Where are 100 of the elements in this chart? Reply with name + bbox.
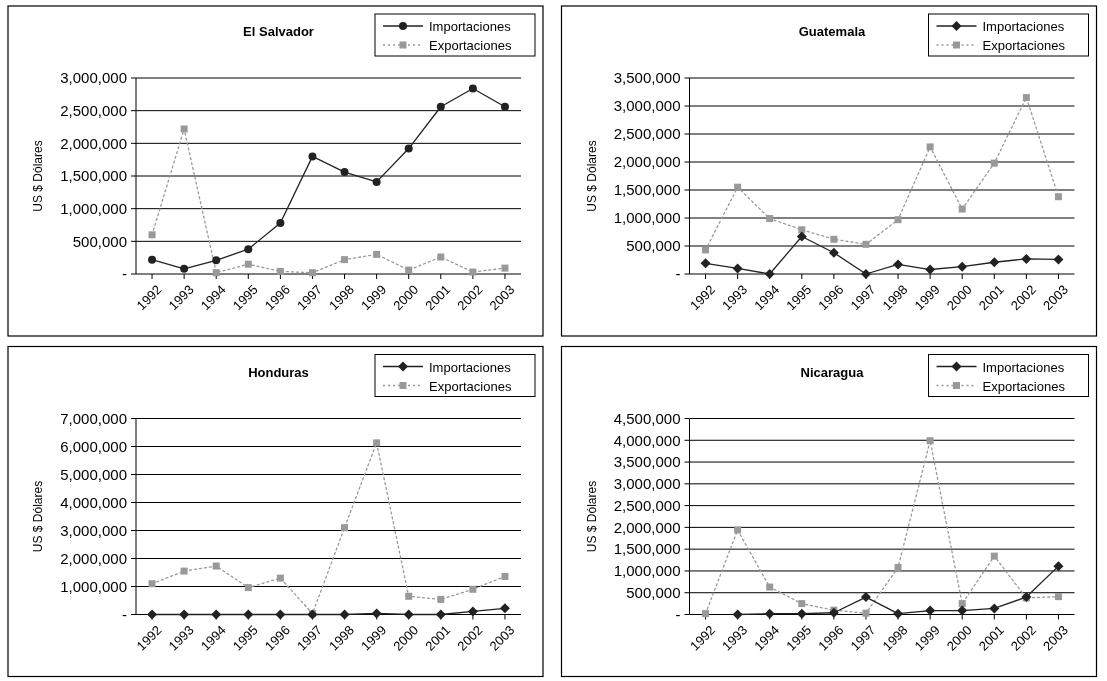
y-tick-label: - — [675, 605, 681, 623]
point — [501, 264, 509, 272]
point — [860, 269, 871, 279]
point — [180, 264, 189, 273]
legend-label: Exportaciones — [982, 378, 1066, 394]
point — [435, 609, 446, 620]
y-tick-label: 2,500,000 — [613, 125, 681, 143]
point — [926, 437, 934, 445]
point — [469, 268, 477, 276]
point — [989, 603, 1000, 614]
point — [148, 231, 156, 239]
point — [179, 609, 190, 620]
point — [371, 608, 382, 619]
y-tick-label: 4,000,000 — [613, 431, 681, 449]
chart-title: Nicaragua — [800, 364, 865, 380]
y-tick-label: 1,500,000 — [613, 540, 681, 558]
point — [732, 263, 743, 274]
y-tick-label: 2,000,000 — [613, 518, 681, 536]
y-axis-title: US $ Dólares — [584, 480, 599, 553]
y-tick-label: 3,000,000 — [60, 521, 127, 539]
point — [798, 226, 806, 234]
y-tick-label: 500,000 — [626, 583, 681, 601]
point — [276, 267, 284, 275]
point — [1054, 193, 1062, 201]
point — [798, 600, 806, 608]
chart-title: Guatemala — [798, 24, 866, 39]
y-tick-label: 1,500,000 — [60, 167, 127, 185]
point — [275, 609, 286, 620]
point — [339, 609, 350, 620]
y-tick-label: 1,000,000 — [60, 577, 127, 595]
y-tick-label: 4,500,000 — [613, 409, 681, 427]
y-tick-label: 3,000,000 — [613, 97, 681, 115]
point — [308, 152, 317, 161]
point — [989, 257, 1000, 268]
point — [437, 253, 445, 261]
point — [925, 605, 936, 616]
y-tick-label: 5,000,000 — [60, 465, 127, 483]
legend-label: Importaciones — [429, 19, 512, 34]
point — [212, 562, 220, 570]
y-tick-label: 2,000,000 — [60, 549, 127, 567]
y-tick-label: 2,500,000 — [613, 496, 681, 514]
point — [212, 256, 221, 265]
y-axis-title: US $ Dólares — [31, 140, 45, 212]
point — [732, 609, 743, 620]
point — [700, 258, 711, 269]
y-tick-label: 500,000 — [72, 232, 127, 250]
point — [180, 567, 188, 575]
point — [244, 260, 252, 268]
point — [702, 610, 710, 618]
point — [147, 609, 158, 620]
point — [990, 159, 998, 167]
point — [990, 552, 998, 560]
y-tick-label: 500,000 — [626, 237, 681, 255]
y-tick-label: 4,000,000 — [60, 493, 127, 511]
point — [926, 143, 934, 151]
point — [211, 609, 222, 620]
y-tick-label: - — [122, 605, 127, 623]
point — [180, 125, 188, 133]
legend-label: Importaciones — [429, 359, 512, 375]
y-tick-label: 2,500,000 — [60, 101, 127, 119]
point — [373, 250, 381, 258]
point — [276, 219, 285, 228]
point — [766, 583, 774, 591]
point — [958, 205, 966, 213]
point — [734, 183, 742, 191]
point — [1053, 254, 1064, 265]
point — [958, 600, 966, 608]
point — [437, 595, 445, 603]
point — [764, 608, 775, 619]
point — [467, 606, 478, 617]
point — [308, 269, 316, 277]
y-tick-label: 1,500,000 — [613, 181, 681, 199]
point — [148, 255, 157, 264]
point — [341, 256, 349, 264]
point — [372, 177, 381, 186]
legend-label: Exportaciones — [982, 38, 1066, 53]
point — [276, 574, 284, 582]
point — [501, 572, 509, 580]
point — [244, 245, 253, 254]
legend-label: Importaciones — [982, 19, 1065, 34]
point — [436, 102, 445, 111]
point — [796, 231, 807, 242]
point — [957, 605, 968, 616]
y-axis-title: US $ Dólares — [584, 140, 599, 212]
point — [341, 524, 349, 532]
point — [1054, 593, 1062, 601]
legend-label: Importaciones — [982, 359, 1065, 375]
y-tick-label: 3,000,000 — [60, 69, 127, 87]
point — [893, 608, 904, 619]
point — [828, 607, 839, 618]
point — [148, 580, 156, 588]
point — [499, 603, 510, 614]
point — [404, 144, 413, 153]
legend-label: Exportaciones — [429, 38, 512, 53]
point — [894, 563, 902, 571]
point — [894, 216, 902, 224]
point — [405, 592, 413, 600]
point — [796, 608, 807, 619]
point — [862, 609, 870, 617]
point — [373, 439, 381, 447]
